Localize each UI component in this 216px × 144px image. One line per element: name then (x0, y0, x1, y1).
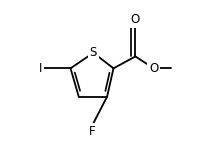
Text: O: O (149, 62, 158, 75)
Text: I: I (39, 62, 42, 75)
Text: S: S (90, 46, 97, 59)
Text: O: O (131, 13, 140, 26)
Text: F: F (89, 125, 96, 138)
